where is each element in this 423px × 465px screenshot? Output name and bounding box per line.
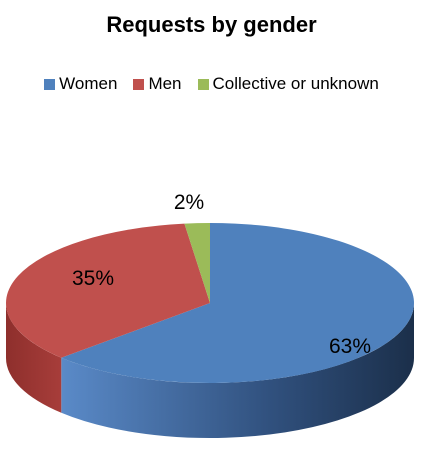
legend-label-women: Women [59,74,118,93]
legend-item-women: Women [44,74,117,94]
legend-item-men: Men [133,74,182,94]
legend-label-men: Men [148,74,182,93]
pie-slice-women [61,223,414,383]
data-label-men: 35% [72,267,114,290]
legend: Women Men Collective or unknown [0,74,423,94]
pie-slice-collective-or-unknown [184,223,210,303]
pie-side-men [6,303,62,413]
chart-title: Requests by gender [106,12,317,37]
legend-swatch-collective [197,78,209,90]
data-label-women: 63% [329,335,371,358]
pie-side-women [61,303,414,438]
pie-slice-men [5,223,210,358]
legend-item-collective: Collective or unknown [197,74,379,94]
legend-label-collective: Collective or unknown [212,74,379,93]
legend-swatch-women [44,78,56,90]
legend-swatch-men [133,78,145,90]
data-label-collective-or-unknown: 2% [174,191,204,214]
